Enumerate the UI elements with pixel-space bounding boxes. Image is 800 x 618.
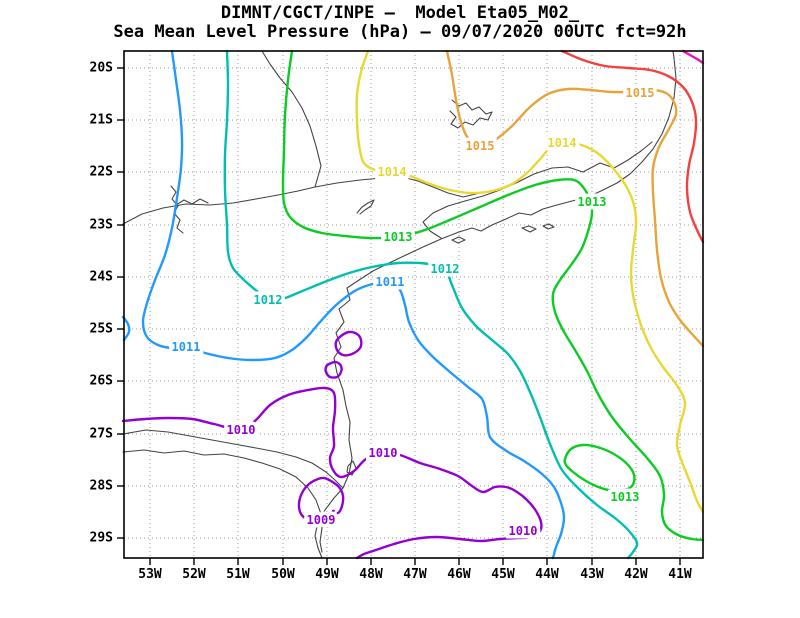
isobar-label-1014: 1014 — [548, 136, 577, 150]
isobar-label-1013: 1013 — [611, 490, 640, 504]
x-tick-label: 48W — [359, 567, 383, 582]
coastline-path — [314, 50, 677, 559]
x-tick-label: 47W — [403, 567, 427, 582]
x-tick-label: 51W — [226, 567, 250, 582]
figure-title-line2: Sea Mean Level Pressure (hPa) – 09/07/20… — [113, 22, 687, 42]
isobar-label-1010: 1010 — [227, 423, 256, 437]
isobar-label-1014: 1014 — [378, 165, 407, 179]
isobar-1009 — [297, 476, 345, 526]
x-tick-label: 46W — [447, 567, 471, 582]
y-tick-label: 26S — [90, 374, 114, 389]
isobar-1014 — [355, 49, 705, 514]
x-tick-label: 41W — [668, 567, 692, 582]
isobar-label-1012: 1012 — [254, 293, 283, 307]
isobar-unlabeled — [560, 49, 705, 244]
y-tick-label: 28S — [90, 479, 114, 494]
coastline-path — [449, 99, 493, 129]
isobar-label-1013: 1013 — [578, 195, 607, 209]
isobar-label-1010: 1010 — [509, 524, 538, 538]
coastline-path — [122, 429, 344, 489]
x-tick-label: 44W — [535, 567, 559, 582]
x-tick-label: 45W — [491, 567, 515, 582]
coastline-path — [542, 223, 555, 230]
isobar-1013 — [281, 49, 705, 542]
isobar-1011 — [121, 315, 131, 342]
coastline-path — [122, 186, 316, 225]
isobar-label-1010: 1010 — [369, 446, 398, 460]
y-tick-label: 27S — [90, 427, 114, 442]
coastline-path — [122, 449, 323, 553]
isobar-label-1009: 1009 — [307, 513, 336, 527]
isobar-1010 — [334, 330, 363, 357]
y-tick-label: 21S — [90, 113, 114, 128]
isobar-1015 — [445, 49, 705, 348]
map-frame — [123, 50, 704, 559]
isobar-1011 — [141, 49, 566, 560]
coastline-path — [451, 236, 466, 244]
isobar-label-1012: 1012 — [431, 262, 460, 276]
isobar-1010 — [324, 360, 343, 379]
coastline-path — [499, 141, 653, 191]
isobar-label-1015: 1015 — [466, 139, 495, 153]
isobar-1013 — [563, 443, 636, 493]
figure-title-line1: DIMNT/CGCT/INPE – Model Eta05_M02_ — [220, 3, 580, 23]
coastline-path — [521, 225, 537, 233]
coastline-path — [175, 198, 209, 206]
isobar-label-1011: 1011 — [172, 340, 201, 354]
x-tick-label: 53W — [138, 567, 162, 582]
y-tick-label: 23S — [90, 218, 114, 233]
x-tick-label: 42W — [624, 567, 648, 582]
x-tick-label: 52W — [182, 567, 206, 582]
y-tick-label: 25S — [90, 322, 114, 337]
y-tick-label: 29S — [90, 531, 114, 546]
coastline-path — [356, 199, 375, 215]
y-tick-label: 20S — [90, 61, 114, 76]
coastline-path — [261, 50, 322, 188]
x-tick-label: 50W — [271, 567, 295, 582]
isobar-label-1011: 1011 — [376, 275, 405, 289]
coastline-path — [314, 176, 501, 198]
y-tick-label: 24S — [90, 270, 114, 285]
isobar-1010 — [121, 386, 543, 560]
isobar-unlabeled — [681, 49, 705, 65]
x-tick-label: 49W — [315, 567, 339, 582]
isobar-1012 — [223, 49, 639, 560]
y-tick-label: 22S — [90, 165, 114, 180]
isobar-label-1013: 1013 — [384, 230, 413, 244]
isobar-label-1015: 1015 — [626, 86, 655, 100]
x-tick-label: 43W — [580, 567, 604, 582]
